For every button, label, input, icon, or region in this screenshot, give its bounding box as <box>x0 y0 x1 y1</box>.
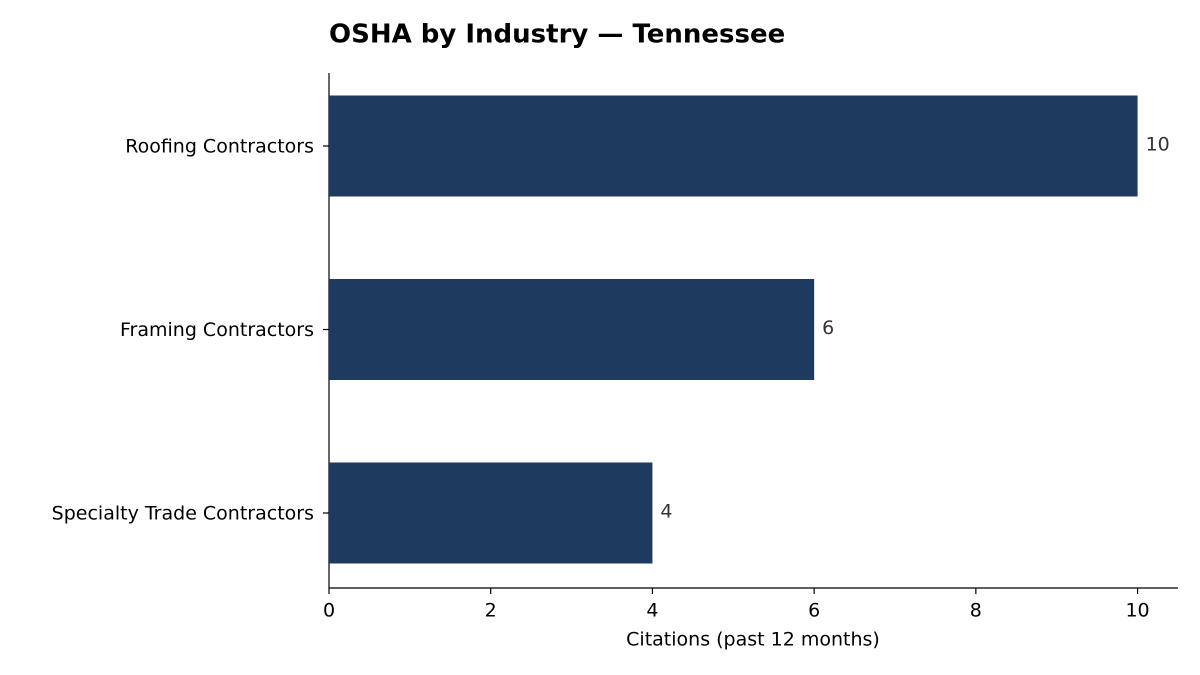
y-tick-label: Roofing Contractors <box>125 136 314 158</box>
x-tick-label: 2 <box>485 600 497 622</box>
chart-title: OSHA by Industry — Tennessee <box>329 20 785 50</box>
bar <box>329 279 815 380</box>
x-axis-label: Citations (past 12 months) <box>626 629 880 651</box>
bar <box>329 95 1138 197</box>
value-label: 10 <box>1146 134 1170 156</box>
x-tick-label: 4 <box>646 600 658 622</box>
y-tick-label: Framing Contractors <box>120 319 314 341</box>
value-label: 4 <box>660 501 672 523</box>
bar <box>329 462 653 564</box>
x-tick-label: 0 <box>323 600 335 622</box>
y-tick-label: Specialty Trade Contractors <box>52 503 314 525</box>
x-tick-label: 10 <box>1125 600 1149 622</box>
x-tick-label: 6 <box>808 600 820 622</box>
x-tick-label: 8 <box>970 600 982 622</box>
value-label: 6 <box>822 317 834 339</box>
